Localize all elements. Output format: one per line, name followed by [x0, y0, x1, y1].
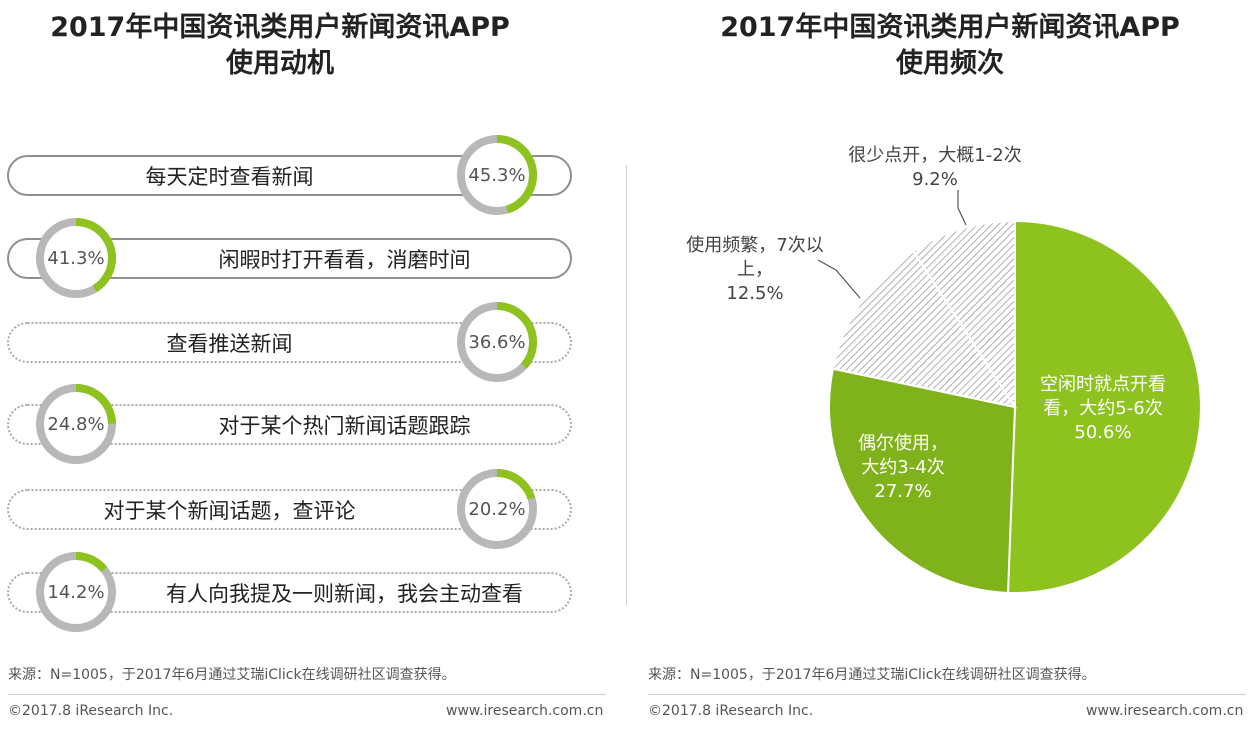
motivation-bar-label: 有人向我提及一则新闻，我会主动查看 [166, 581, 523, 606]
motivation-bar-label: 对于某个新闻话题，查评论 [103, 498, 356, 523]
pie-data-label: 使用频繁，7次以 上， 12.5% [660, 234, 850, 306]
pie-slice-leisure [1006, 219, 1202, 594]
leader-rarely [957, 190, 967, 226]
pie-label-line: 12.5% [726, 283, 784, 304]
frequency-chart-title: 2017年中国资讯类用户新闻资讯APP 使用频次 [640, 10, 1259, 82]
website-right: www.iresearch.com.cn [1086, 703, 1244, 719]
pie-label-line: 很少点开，大概1-2次 [848, 145, 1022, 166]
motivation-bar-label: 闲暇时打开看看，消磨时间 [218, 247, 471, 272]
motivation-title-line1: 2017年中国资讯类用户新闻资讯APP [50, 12, 510, 43]
value-donut: 20.2% [455, 467, 539, 551]
donut-value-arc [457, 135, 537, 215]
donut-value-label: 41.3% [47, 247, 105, 269]
pie-label-line: 9.2% [912, 169, 958, 190]
pie-label-line: 使用频繁，7次以 [686, 235, 824, 256]
copyright-left: ©2017.8 iResearch Inc. [8, 703, 174, 719]
pie-label-line: 偶尔使用， [858, 433, 948, 454]
pie-slice-frequent [831, 249, 1018, 409]
leader-frequent [817, 259, 861, 299]
pie-label-line: 27.7% [874, 481, 932, 502]
pie-data-label: 空闲时就点开看 看，大约5-6次 50.6% [1018, 373, 1188, 445]
value-donut: 45.3% [455, 133, 539, 217]
pie-label-line: 大约3-4次 [861, 457, 945, 478]
donut-value-arc [36, 218, 116, 298]
donut-value-arc [457, 469, 537, 549]
motivation-bar-label: 对于某个热门新闻话题跟踪 [218, 413, 471, 438]
copyright-right: ©2017.8 iResearch Inc. [648, 703, 814, 719]
pie-svg [817, 190, 1202, 594]
pie-data-label: 偶尔使用， 大约3-4次 27.7% [833, 432, 973, 504]
motivation-title-line2: 使用动机 [226, 48, 334, 79]
donut-value-label: 36.6% [468, 331, 526, 353]
motivation-bar-label: 每天定时查看新闻 [145, 164, 314, 189]
value-donut: 36.6% [455, 300, 539, 384]
value-donut: 14.2% [34, 550, 118, 634]
pie-label-line: 50.6% [1074, 422, 1132, 443]
value-donut: 24.8% [34, 382, 118, 466]
donut-value-arc [36, 384, 116, 464]
frequency-pie-chart: 空闲时就点开看 看，大约5-6次 50.6% 偶尔使用， 大约3-4次 27.7% 使用频繁… [640, 130, 1259, 630]
frequency-title-line2: 使用频次 [896, 48, 1004, 79]
footer-rule-left [8, 694, 606, 695]
pie-data-label: 很少点开，大概1-2次 9.2% [815, 144, 1055, 192]
donut-value-label: 20.2% [468, 498, 526, 520]
source-note-right: 来源：N=1005，于2017年6月通过艾瑞iClick在线调研社区调查获得。 [648, 667, 1096, 683]
motivation-chart-title: 2017年中国资讯类用户新闻资讯APP 使用动机 [0, 10, 560, 82]
pie-slice-occasional [828, 367, 1017, 594]
footer-rule-right [648, 694, 1246, 695]
value-donut: 41.3% [34, 216, 118, 300]
frequency-title-line1: 2017年中国资讯类用户新闻资讯APP [720, 12, 1180, 43]
pie-slice-rarely [911, 219, 1016, 411]
pie-label-line: 上， [737, 259, 773, 280]
donut-value-arc [457, 302, 537, 382]
website-left: www.iresearch.com.cn [446, 703, 604, 719]
donut-value-arc [36, 552, 116, 632]
donut-value-label: 24.8% [47, 413, 105, 435]
donut-value-label: 45.3% [468, 164, 526, 186]
vertical-divider [626, 165, 627, 605]
donut-value-label: 14.2% [47, 581, 105, 603]
pie-label-line: 空闲时就点开看 [1040, 374, 1166, 395]
motivation-bar-label: 查看推送新闻 [166, 331, 293, 356]
source-note-left: 来源：N=1005，于2017年6月通过艾瑞iClick在线调研社区调查获得。 [8, 667, 456, 683]
pie-label-line: 看，大约5-6次 [1043, 398, 1163, 419]
